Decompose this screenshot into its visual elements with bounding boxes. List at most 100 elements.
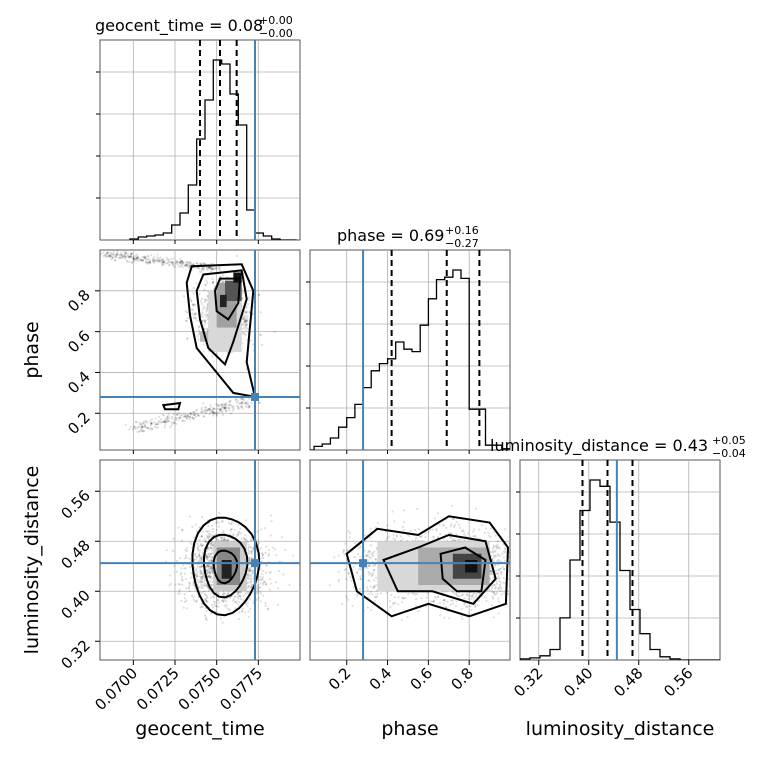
sample-point <box>513 566 515 568</box>
sample-point <box>226 539 229 542</box>
sample-point <box>247 546 250 549</box>
sample-point <box>217 411 220 414</box>
sample-point <box>201 605 204 608</box>
sample-point <box>470 608 473 612</box>
sample-point <box>189 412 192 415</box>
sample-point <box>228 400 231 403</box>
sample-point <box>215 522 218 525</box>
sample-point <box>178 416 181 420</box>
sample-point <box>199 572 202 575</box>
sample-point <box>206 536 209 539</box>
sample-point <box>209 566 212 569</box>
sample-point <box>489 569 492 572</box>
sample-point <box>115 254 118 257</box>
sample-point <box>208 555 211 558</box>
sample-point <box>135 258 138 262</box>
sample-point <box>195 599 199 602</box>
sample-point <box>259 311 262 314</box>
sample-point <box>194 569 197 572</box>
sample-point <box>269 571 272 574</box>
sample-point <box>192 304 195 307</box>
sample-point <box>460 614 463 618</box>
sample-point <box>211 277 214 281</box>
sample-point <box>431 528 434 531</box>
sample-point <box>199 556 202 560</box>
sample-point <box>245 311 248 314</box>
histogram-step <box>310 269 510 450</box>
sample-point <box>223 539 226 542</box>
sample-point <box>211 410 214 413</box>
title-geocent-time-sup: +0.00 <box>259 14 293 27</box>
sample-point <box>414 539 417 542</box>
sample-point <box>385 591 388 594</box>
sample-point <box>243 537 246 541</box>
sample-point <box>203 409 206 412</box>
sample-point <box>473 528 476 531</box>
sample-point <box>200 411 203 414</box>
sample-point <box>247 556 251 559</box>
sample-point <box>199 579 202 582</box>
sample-point <box>107 251 110 254</box>
sample-point <box>400 618 403 622</box>
sample-point <box>495 580 498 583</box>
sample-point <box>470 595 473 598</box>
sample-point <box>369 530 372 533</box>
sample-point <box>472 596 475 599</box>
sample-point <box>197 581 200 584</box>
sample-point <box>490 586 494 589</box>
truth-20 <box>100 460 300 660</box>
sample-point <box>208 571 211 574</box>
sample-point <box>526 536 528 538</box>
sample-point <box>215 403 218 406</box>
sample-point <box>246 540 249 543</box>
sample-point <box>468 594 471 598</box>
sample-point <box>236 404 239 407</box>
sample-point <box>171 257 175 260</box>
sample-point <box>210 540 213 543</box>
sample-point <box>475 592 478 595</box>
sample-point <box>247 296 250 299</box>
sample-point <box>374 558 377 561</box>
sample-point <box>510 584 512 586</box>
sample-point <box>457 523 460 526</box>
sample-point <box>365 586 369 589</box>
sample-point <box>177 590 181 593</box>
sample-point <box>212 412 216 415</box>
sample-point <box>216 599 220 602</box>
sample-point <box>499 567 502 570</box>
sample-point <box>249 568 252 571</box>
sample-point <box>176 260 179 264</box>
sample-point <box>209 575 212 578</box>
sample-point <box>175 413 178 416</box>
sample-point <box>239 596 242 599</box>
sample-point <box>261 343 264 346</box>
sample-point <box>200 544 203 547</box>
contour-line <box>203 533 249 599</box>
sample-point <box>180 539 184 542</box>
sample-point <box>131 428 135 431</box>
density-cell <box>220 294 227 308</box>
sample-point <box>237 617 241 621</box>
sample-point <box>249 570 252 573</box>
sample-point <box>212 281 215 284</box>
sample-point <box>200 313 203 316</box>
sample-point <box>432 536 435 539</box>
sample-point <box>246 406 249 409</box>
sample-point <box>221 520 224 523</box>
sample-point <box>125 259 129 263</box>
sample-point <box>187 586 191 589</box>
sample-point <box>242 594 245 597</box>
sample-point <box>236 593 239 596</box>
sample-point <box>176 261 179 264</box>
sample-point <box>200 586 203 589</box>
sample-point <box>499 581 502 584</box>
sample-point <box>186 546 189 550</box>
sample-point <box>246 322 249 326</box>
truth-lines <box>100 40 618 660</box>
sample-point <box>372 579 375 582</box>
sample-point <box>369 544 373 547</box>
sample-point <box>201 308 204 311</box>
sample-point <box>504 548 507 551</box>
sample-point <box>189 297 192 301</box>
sample-point <box>517 567 519 569</box>
